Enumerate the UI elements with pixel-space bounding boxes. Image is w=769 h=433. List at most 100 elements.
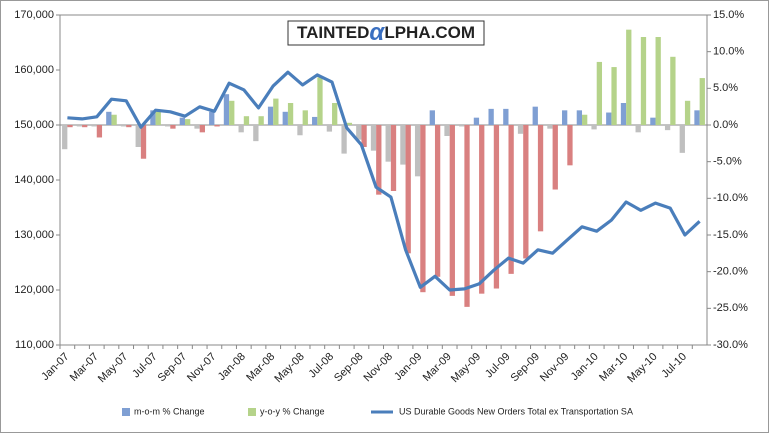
bar [459,125,465,127]
bar [479,125,485,294]
y2-tick-label: -5.0% [713,156,742,168]
bar [620,103,627,125]
bar [194,125,200,129]
bar [346,122,353,125]
bar [582,114,588,125]
bar [473,117,480,125]
bar [229,100,235,125]
y2-tick-label: -25.0% [713,302,748,314]
bar [596,61,603,125]
bar [429,110,435,125]
bar [170,125,176,129]
y2-tick-label: -15.0% [713,229,748,241]
bar [552,125,558,190]
y2-tick-label: -20.0% [713,266,748,278]
bar [376,125,382,195]
bar [547,125,553,129]
bar [679,125,685,153]
bar [591,125,597,130]
bar [503,108,509,125]
bar [184,119,191,125]
bar [253,125,259,142]
y-tick-label: 120,000 [14,284,54,296]
bar [655,37,661,125]
bar [297,125,303,136]
bar [464,125,470,307]
bar [126,125,132,128]
bar [493,125,500,289]
bar [199,125,205,133]
bar [287,103,294,125]
y-tick-label: 170,000 [14,9,54,21]
bar [267,106,274,125]
bar [385,125,391,162]
bar [155,111,161,125]
bar [694,110,700,125]
logo: TAINTEDαLPHA.COM [297,19,475,46]
bar [317,77,323,125]
bar [282,111,288,125]
bar [684,100,691,125]
bar [567,125,573,166]
y-tick-label: 110,000 [15,339,54,351]
legend-label: US Durable Goods New Orders Total ex Tra… [399,406,633,416]
bar [650,117,656,125]
y-tick-label: 160,000 [14,64,54,76]
bar [670,56,676,125]
bar [517,125,524,134]
bar [62,125,68,150]
bar [302,110,308,125]
bar [537,125,544,232]
bar [209,111,215,125]
y2-tick-label: 15.0% [713,9,744,21]
bar [223,94,230,125]
bar [420,125,426,293]
bar [82,125,88,128]
bar [532,106,538,125]
bar [238,125,244,133]
y2-tick-label: 5.0% [713,82,738,94]
bar [96,125,103,138]
bar [640,37,647,125]
y2-tick-label: 10.0% [713,46,744,58]
bar [106,111,112,125]
bar [341,125,347,154]
bar [150,110,156,125]
bar [356,125,362,140]
logo-part: LPHA.COM [384,23,475,42]
bar [562,110,568,125]
bar [606,112,612,125]
y2-tick-label: -30.0% [713,339,748,351]
bar [444,125,450,136]
line [67,70,701,292]
bar [179,117,185,125]
bar [312,116,318,125]
bar [390,125,397,191]
y-tick-label: 150,000 [14,119,54,131]
bar [326,125,333,132]
bar [414,125,421,177]
y-tick-label: 140,000 [14,174,54,186]
y2-tick-label: 0.0% [713,119,738,131]
bar [508,125,514,274]
bar [664,125,671,131]
bar [635,125,641,133]
bar [214,125,220,127]
logo-part: α [369,19,385,46]
legend-swatch [122,408,130,416]
bar [699,78,705,125]
bar [449,125,455,296]
bar [76,125,83,127]
legend-swatch [248,408,256,416]
bar [67,125,73,128]
bar [361,125,367,147]
bar [434,125,441,277]
logo-part: TAINTED [297,23,369,42]
bar [400,125,406,165]
bar [135,125,141,147]
legend-label: m-o-m % Change [134,406,205,416]
logo-box [287,20,485,46]
bar [332,103,338,125]
bar [273,98,279,125]
